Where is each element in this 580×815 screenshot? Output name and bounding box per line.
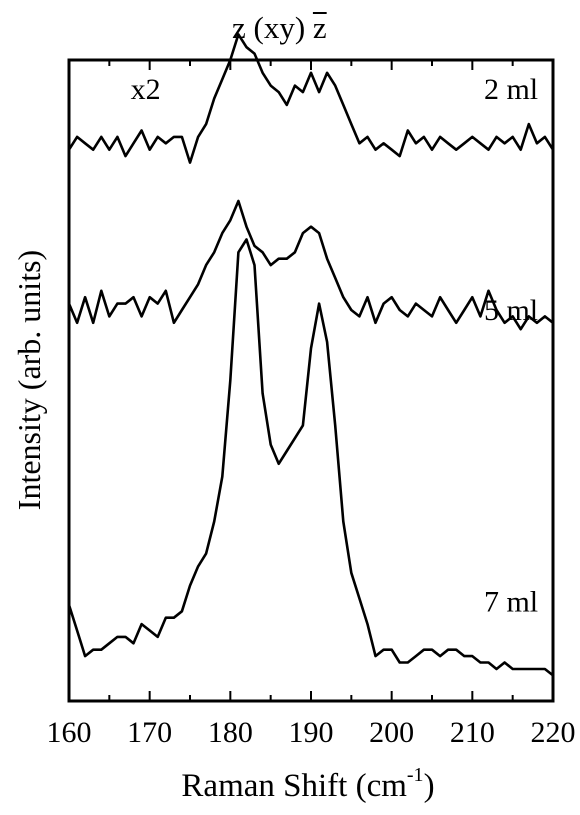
chart-title: z (xy) z: [232, 10, 327, 45]
plot-frame: [67, 58, 555, 703]
x-tick-label: 180: [208, 716, 253, 749]
x-axis-label-sup: -1: [407, 764, 424, 786]
x-tick-label: 170: [127, 716, 172, 749]
x-axis-tick-labels: 160 170 180 190 200 210 220: [47, 716, 576, 749]
series-group: [67, 33, 555, 677]
title-main: z (xy): [232, 10, 313, 45]
x-axis-ticks: [68, 60, 554, 701]
y-axis-label: Intensity (arb. units): [11, 250, 47, 510]
annotation-label: 2 ml: [484, 73, 538, 106]
series-line-5-ml: [67, 199, 554, 331]
x-tick-label: 210: [450, 716, 495, 749]
title-overbar-letter: z: [313, 10, 327, 45]
x-tick-label: 160: [47, 716, 92, 749]
annotation-label: 5 ml: [484, 294, 538, 327]
series-line-2-ml: [67, 33, 555, 164]
x-axis-label-close: ): [424, 768, 435, 804]
x-axis-label: Raman Shift (cm-1): [181, 764, 434, 804]
x-axis-label-main: Raman Shift (cm: [181, 768, 407, 804]
annotation-label: x2: [131, 73, 161, 106]
series-line-7-ml: [67, 238, 554, 677]
annotation-label: 7 ml: [484, 586, 538, 619]
x-tick-label: 200: [369, 716, 414, 749]
x-tick-label: 220: [531, 716, 576, 749]
annotations-group: x2 2 ml 5 ml 7 ml: [131, 73, 539, 619]
x-tick-label: 190: [289, 716, 334, 749]
